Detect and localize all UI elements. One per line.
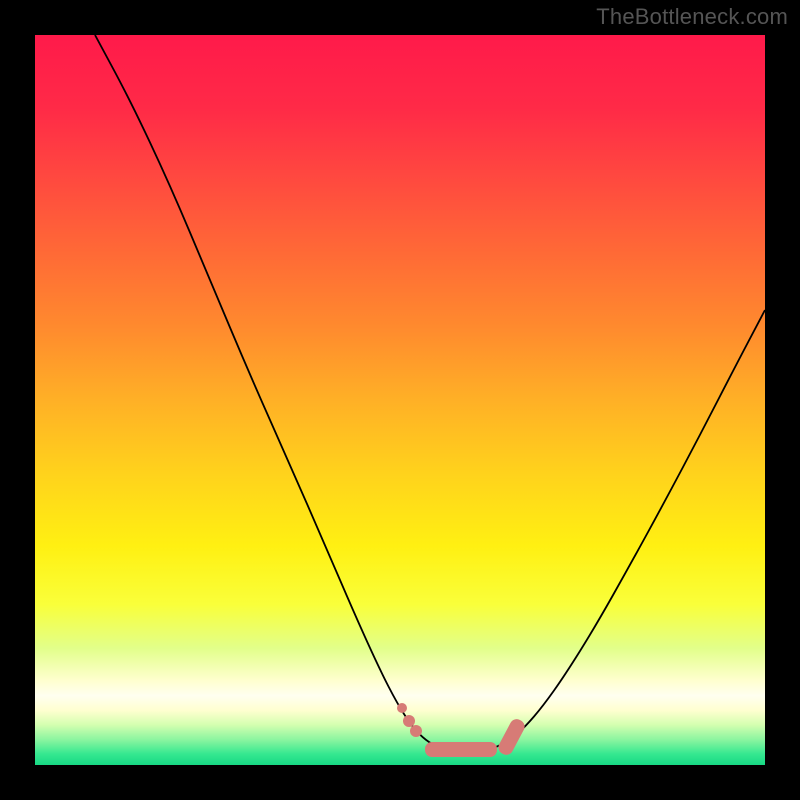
plot-background <box>35 35 765 765</box>
bottleneck-chart <box>0 0 800 800</box>
marker-dot <box>403 715 415 727</box>
marker-dot <box>410 725 422 737</box>
watermark-text: TheBottleneck.com <box>596 4 788 30</box>
chart-root: TheBottleneck.com <box>0 0 800 800</box>
marker-dot <box>397 703 407 713</box>
marker-pill-bottom <box>425 742 497 757</box>
